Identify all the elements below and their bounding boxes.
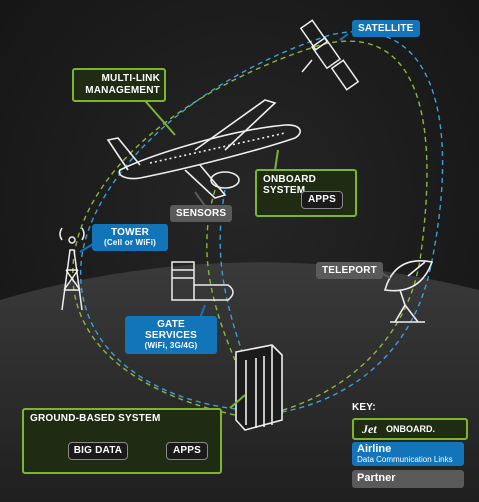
gate-services-label: GATE SERVICES (WiFi, 3G/4G) <box>125 316 217 354</box>
jetonboard-logo-word: ONBOARD. <box>386 424 435 434</box>
ground-based-system-box: GROUND-BASED SYSTEM BIG DATA APPS <box>22 408 222 474</box>
tower-icon <box>59 227 85 311</box>
ground-apps-button: APPS <box>166 442 208 460</box>
satellite-label-text: SATELLITE <box>358 23 414 34</box>
teleport-label: TELEPORT <box>316 262 383 279</box>
key-partner-label: Partner <box>357 472 396 484</box>
onboard-apps-button: APPS <box>301 191 343 209</box>
sensors-pointer <box>194 191 206 207</box>
sensors-label: SENSORS <box>170 205 233 222</box>
multilink-line2: MANAGEMENT <box>85 85 160 96</box>
sensors-label-text: SENSORS <box>176 208 227 219</box>
gate-services-label-text: GATE SERVICES <box>145 319 197 341</box>
jetonboard-logo-mark: Jet <box>362 422 377 436</box>
gate-building-icon <box>171 261 234 301</box>
big-data-button: BIG DATA <box>68 442 128 460</box>
ground-system-title: GROUND-BASED SYSTEM <box>30 413 161 424</box>
gate-services-label-subtext: (WiFi, 3G/4G) <box>144 341 198 350</box>
satellite-pointer <box>339 33 349 41</box>
satellite-icon <box>299 19 360 91</box>
key-partner: Partner <box>352 470 464 488</box>
key-jetonboard: Jet ONBOARD. <box>352 418 468 440</box>
datacenter-building-icon <box>235 344 283 431</box>
teleport-label-text: TELEPORT <box>322 265 377 276</box>
gate-pointer <box>199 304 206 319</box>
onboard-system-title: ONBOARD SYSTEM <box>263 174 317 196</box>
multilink-management-label: MULTI-LINK MANAGEMENT <box>72 68 166 102</box>
tower-label: TOWER (Cell or WiFi) <box>92 224 168 251</box>
satellite-label: SATELLITE <box>352 20 420 37</box>
onboard-pointer <box>274 149 279 171</box>
tower-label-text: TOWER <box>110 227 150 238</box>
key-airline: Airline Data Communication Links <box>352 442 464 466</box>
tower-pointer <box>79 243 94 253</box>
multilink-line1: MULTI-LINK <box>101 73 160 84</box>
onboard-system-box: ONBOARD SYSTEM APPS <box>255 169 357 217</box>
key-airline-subtitle: Data Communication Links <box>357 455 453 464</box>
tower-label-subtext: (Cell or WiFi) <box>103 238 157 247</box>
blue-link-loop <box>80 31 444 416</box>
airplane-icon <box>106 99 301 199</box>
teleport-dish-icon <box>383 260 434 323</box>
key-airline-title: Airline <box>357 443 392 455</box>
key-title: KEY: <box>352 402 376 413</box>
ground-pointer <box>229 394 246 409</box>
